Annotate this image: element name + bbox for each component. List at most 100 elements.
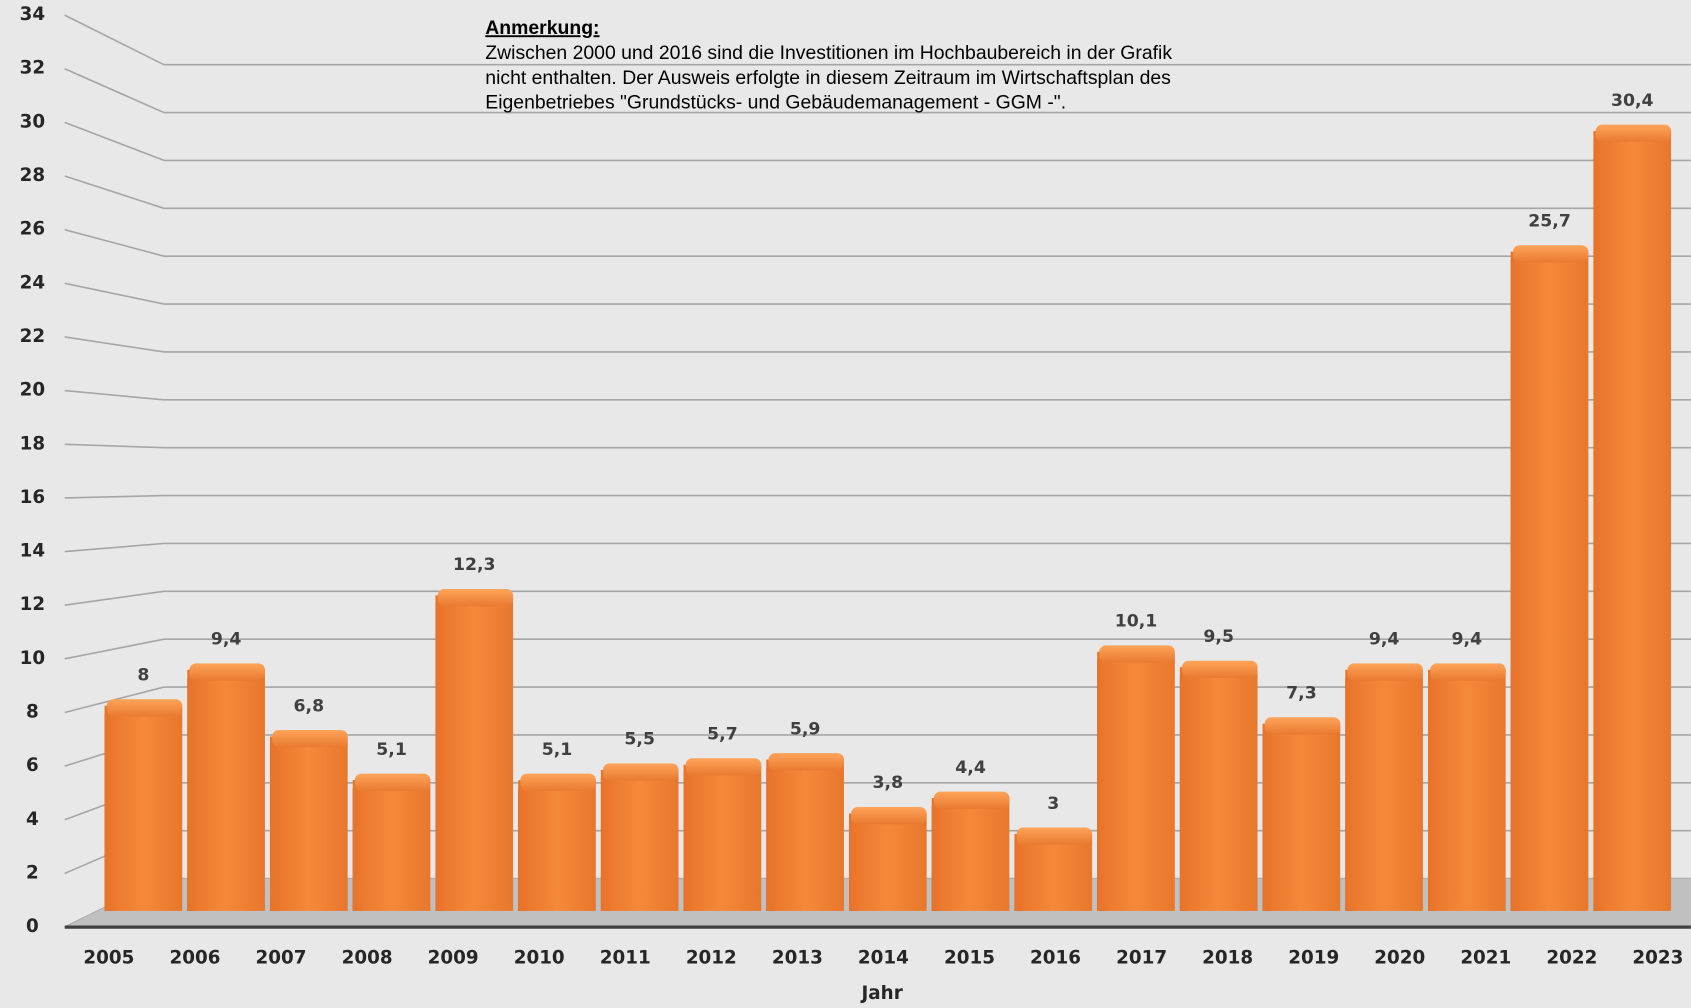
bar: [270, 736, 348, 911]
value-label: 5,7: [707, 725, 738, 745]
value-label: 5,5: [624, 730, 655, 750]
x-tick-label: 2006: [169, 947, 220, 968]
x-tick-label: 2013: [772, 947, 823, 968]
y-tick-label: 34: [20, 4, 45, 25]
y-tick-label: 4: [26, 809, 39, 830]
value-label: 10,1: [1115, 612, 1158, 632]
bar: [352, 780, 431, 911]
bar-top: [354, 773, 431, 791]
x-tick-label: 2008: [342, 947, 393, 968]
x-axis-label: Jahr: [860, 983, 903, 1004]
bar: [1262, 723, 1341, 911]
x-tick-label: 2014: [858, 947, 909, 968]
grid-line: [64, 638, 165, 660]
bar-top: [1347, 663, 1423, 681]
grid-line: [64, 542, 164, 553]
x-tick-label: 2007: [256, 947, 307, 968]
bar-top: [1430, 663, 1506, 681]
annotation-line: nicht enthalten. Der Ausweis erfolgte in…: [485, 67, 1171, 89]
x-tick-label: 2011: [600, 947, 651, 968]
bar-top: [1512, 245, 1589, 263]
bar-top: [272, 730, 348, 748]
y-tick-label: 8: [26, 701, 39, 722]
value-label: 7,3: [1286, 683, 1317, 703]
x-tick-label: 2012: [686, 947, 737, 968]
y-tick-label: 26: [20, 219, 45, 240]
bar: [1179, 667, 1258, 911]
grid-line: [64, 336, 165, 353]
bar-top: [1182, 660, 1258, 679]
plot: Anmerkung: Zwischen 2000 und 2016 sind d…: [20, 4, 1691, 1004]
value-label: 5,9: [790, 719, 821, 739]
bar-top: [1264, 717, 1341, 735]
bar-top: [520, 773, 596, 791]
value-label: 3,8: [873, 773, 904, 793]
x-tick-label: 2020: [1374, 947, 1425, 968]
y-tick-label: 20: [20, 380, 45, 401]
x-tick-label: 2021: [1460, 947, 1511, 968]
x-tick-label: 2018: [1202, 947, 1253, 968]
bar: [1593, 131, 1672, 911]
bar: [518, 780, 596, 911]
bar-top: [685, 758, 762, 776]
x-tick-label: 2010: [514, 947, 565, 968]
bar-top: [106, 699, 183, 717]
value-label: 9,4: [1452, 630, 1483, 650]
value-label: 8: [137, 666, 149, 686]
x-tick-label: 2015: [944, 947, 995, 968]
bar: [187, 669, 265, 911]
grid-line: [64, 282, 165, 305]
bar: [1428, 669, 1506, 911]
annotation-title: Anmerkung:: [485, 17, 599, 39]
bar-top: [933, 791, 1010, 809]
bar: [1345, 669, 1423, 911]
value-label: 12,3: [453, 555, 496, 575]
bar: [435, 595, 514, 911]
grid-line: [64, 590, 165, 607]
value-label: 9,4: [1369, 630, 1400, 650]
y-tick-label: 6: [26, 755, 39, 776]
x-tick-label: 2005: [83, 947, 134, 968]
grid-line: [64, 175, 165, 210]
y-tick-label: 0: [26, 916, 39, 937]
value-label: 25,7: [1528, 212, 1571, 232]
x-tick-label: 2019: [1288, 947, 1339, 968]
value-label: 5,1: [542, 740, 573, 760]
y-tick-label: 18: [20, 433, 45, 454]
grid-line: [64, 443, 164, 449]
bar-top: [603, 763, 679, 781]
grid-line: [64, 494, 164, 499]
y-tick-label: 32: [20, 58, 45, 79]
value-label: 6,8: [294, 696, 325, 716]
value-label: 3: [1047, 794, 1059, 814]
x-tick-label: 2017: [1116, 947, 1167, 968]
bar: [600, 769, 679, 911]
y-tick-label: 14: [20, 541, 45, 562]
x-tick-label: 2009: [428, 947, 479, 968]
grid-line: [64, 228, 165, 257]
bar: [1097, 651, 1175, 911]
value-label: 4,4: [955, 758, 986, 778]
grid-line: [64, 14, 165, 66]
bar-top: [1595, 124, 1672, 142]
bar: [849, 813, 927, 911]
y-tick-label: 28: [20, 165, 45, 186]
value-label: 5,1: [376, 740, 407, 760]
grid-line: [64, 121, 165, 162]
x-tick-label: 2016: [1030, 947, 1081, 968]
bar-top: [1016, 827, 1093, 845]
y-tick-label: 16: [20, 487, 45, 508]
bar: [931, 798, 1010, 911]
x-tick-label: 2022: [1546, 947, 1597, 968]
y-tick-label: 22: [20, 326, 45, 347]
bar: [683, 764, 762, 911]
y-tick-label: 12: [20, 594, 45, 615]
value-label: 30,4: [1611, 91, 1654, 111]
bar-top: [437, 588, 514, 607]
bar-top: [189, 663, 265, 681]
value-label: 9,5: [1203, 627, 1234, 647]
grid-line: [64, 67, 165, 114]
y-tick-label: 30: [20, 111, 45, 132]
y-tick-label: 24: [20, 272, 45, 293]
